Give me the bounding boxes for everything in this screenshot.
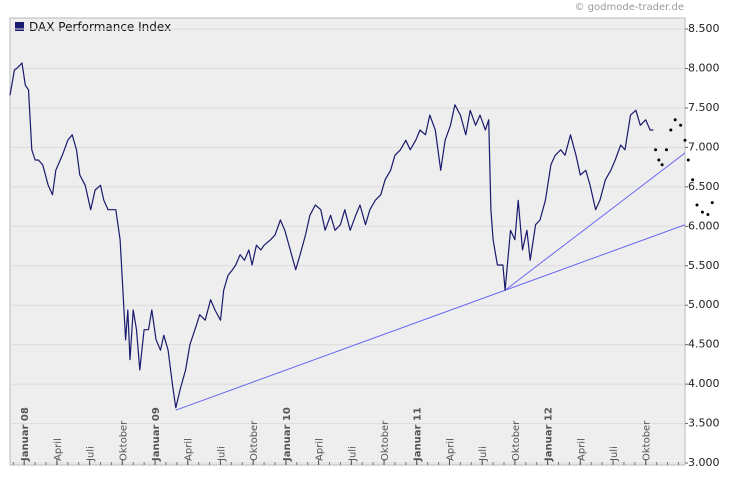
x-tick-label: Januar 10 [282,407,293,462]
projection-dot [660,163,664,167]
y-tick-label: 7.500 [688,101,720,114]
projection-dot [669,128,673,132]
projection-dot [657,158,661,162]
projection-dot [706,212,710,216]
trendline [504,152,686,291]
x-tick-label: Oktober [511,420,522,461]
y-tick-label: 8.500 [688,22,720,35]
projection-dot [673,118,677,122]
x-tick-label: Oktober [380,420,391,461]
x-tick-label: Juli [478,446,489,462]
y-tick-label: 6.500 [688,180,720,193]
x-tick-label: Oktober [642,420,653,461]
legend-swatch [15,22,24,31]
projection-dot [691,178,695,182]
trendline [504,224,686,291]
x-tick-label: April [576,438,587,461]
x-tick-label: Januar 12 [544,407,555,462]
plot-area [9,17,686,466]
x-tick-label: Juli [347,446,358,462]
legend-label: DAX Performance Index [29,20,171,34]
y-tick-label: 4.000 [688,377,720,390]
x-tick-label: April [445,438,456,461]
projection-dot [700,210,704,214]
x-tick-label: Juli [86,446,97,462]
projection-dot [683,138,687,142]
price-line [9,62,654,409]
x-tick-label: Oktober [118,420,129,461]
x-tick-label: Juli [216,446,227,462]
projection-dot [654,148,658,152]
x-tick-label: April [53,438,64,461]
projection-dot [710,201,714,205]
y-tick-label: 5.500 [688,259,720,272]
y-tick-label: 5.000 [688,298,720,311]
trendline [175,289,506,411]
x-tick-label: Oktober [249,420,260,461]
x-tick-label: April [184,438,195,461]
y-tick-label: 6.000 [688,219,720,232]
projection-dot [686,158,690,162]
x-tick-label: Januar 11 [413,407,424,462]
x-tick-label: Juli [609,446,620,462]
projection-dot [679,123,683,127]
projection-dot [664,148,668,152]
y-tick-label: 7.000 [688,140,720,153]
y-tick-label: 3.500 [688,417,720,430]
y-tick-label: 8.000 [688,61,720,74]
x-tick-label: Januar 09 [151,407,162,462]
watermark: © godmode-trader.de [575,2,685,13]
y-tick-label: 3.000 [688,456,720,469]
x-tick-label: April [315,438,326,461]
projection-dot [695,203,699,207]
y-tick-label: 4.500 [688,338,720,351]
x-tick-label: Januar 08 [20,407,31,462]
